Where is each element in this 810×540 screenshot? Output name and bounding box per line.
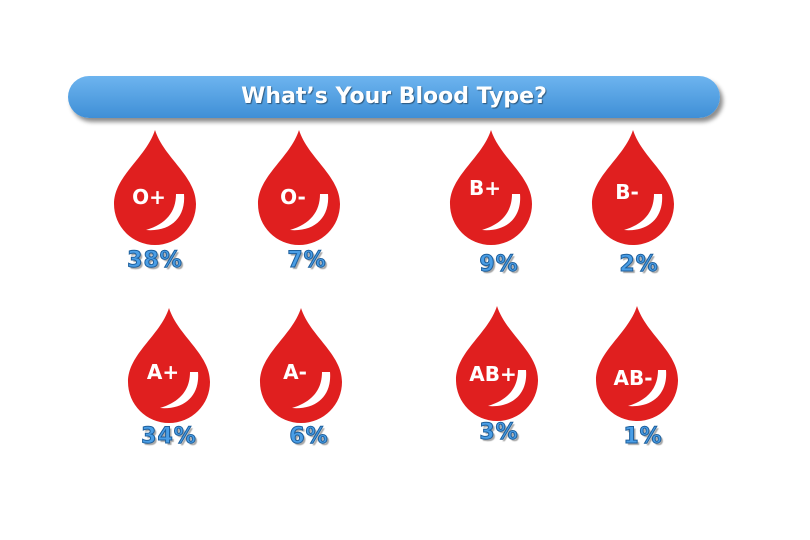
blood-type-percent: 6% — [289, 424, 329, 450]
blood-type-percent: 2% — [619, 252, 659, 278]
blood-drop-ab-positive: AB+ — [454, 304, 540, 422]
blood-type-label: O+ — [132, 185, 166, 209]
blood-drop-icon — [258, 130, 340, 245]
blood-drop-icon — [450, 130, 532, 245]
blood-type-percent: 1% — [623, 424, 663, 450]
blood-drop-icon — [592, 130, 674, 245]
blood-type-label: B- — [615, 180, 639, 204]
blood-type-label: AB+ — [469, 362, 517, 386]
blood-drop-o-positive: O+ — [112, 128, 198, 246]
blood-drop-ab-negative: AB- — [594, 304, 680, 422]
blood-type-label: AB- — [613, 366, 653, 390]
blood-type-label: A- — [283, 360, 307, 384]
blood-type-label: A+ — [146, 360, 180, 384]
blood-drop-icon — [260, 308, 342, 423]
blood-type-label: B+ — [468, 176, 501, 200]
blood-drop-icon — [128, 308, 210, 423]
page-title: What’s Your Blood Type? — [241, 84, 547, 109]
blood-drop-icon — [596, 306, 678, 421]
blood-type-label: O- — [280, 185, 306, 209]
blood-type-percent: 9% — [479, 252, 519, 278]
blood-drop-icon — [456, 306, 538, 421]
blood-type-percent: 3% — [479, 420, 519, 446]
blood-type-percent: 38% — [127, 248, 183, 274]
blood-drop-a-positive: A+ — [126, 306, 212, 424]
blood-drop-b-negative: B- — [590, 128, 676, 246]
blood-drop-icon — [114, 130, 196, 245]
title-banner: What’s Your Blood Type? — [68, 76, 720, 118]
blood-drop-o-negative: O- — [256, 128, 342, 246]
blood-type-percent: 34% — [141, 424, 197, 450]
blood-type-percent: 7% — [287, 248, 327, 274]
blood-drop-a-negative: A- — [258, 306, 344, 424]
blood-drop-b-positive: B+ — [448, 128, 534, 246]
